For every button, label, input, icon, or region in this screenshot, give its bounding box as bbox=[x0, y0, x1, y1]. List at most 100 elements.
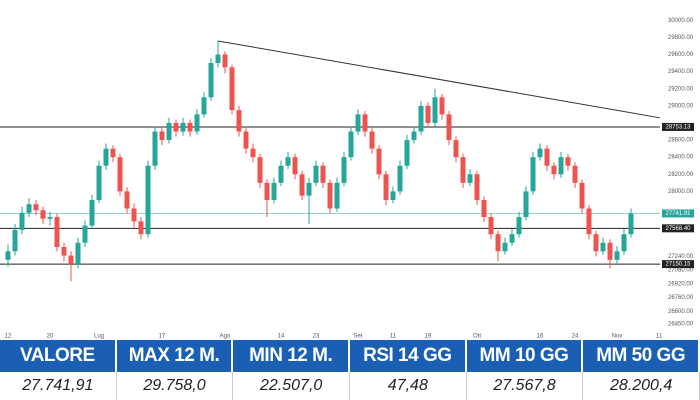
candle-body bbox=[299, 174, 305, 196]
value-cell: 27.741,91 bbox=[0, 372, 117, 400]
x-tick-label: 11 bbox=[656, 334, 663, 340]
candle-body bbox=[474, 174, 480, 200]
header-cell: MM 10 GG bbox=[466, 340, 584, 372]
candle-body bbox=[369, 131, 375, 149]
candle-body bbox=[138, 221, 144, 235]
value-cell: 29.758,0 bbox=[117, 372, 234, 400]
y-tick-label: 29000.00 bbox=[668, 103, 694, 109]
candle-body bbox=[103, 148, 109, 166]
candle-body bbox=[418, 105, 424, 132]
price-box bbox=[662, 122, 694, 131]
y-tick-label: 28400.00 bbox=[668, 155, 694, 161]
candle-body bbox=[348, 131, 354, 158]
x-tick-label: 23 bbox=[313, 334, 320, 340]
candle-body bbox=[327, 182, 333, 209]
y-tick-label: 28000.00 bbox=[668, 189, 694, 195]
candle-body bbox=[537, 148, 543, 158]
candle-body bbox=[243, 131, 249, 149]
candle-body bbox=[222, 54, 228, 68]
x-tick-label: 11 bbox=[390, 334, 397, 340]
x-tick-label: 12 bbox=[5, 334, 12, 340]
candle-body bbox=[607, 242, 613, 260]
candle-body bbox=[334, 182, 340, 209]
candle-body bbox=[404, 140, 410, 166]
price-label: 28753.13 bbox=[665, 125, 691, 131]
candle-body bbox=[82, 225, 88, 243]
candle-body bbox=[355, 114, 361, 132]
candle-body bbox=[383, 174, 389, 200]
y-tick-label: 27240.00 bbox=[668, 254, 694, 260]
candle-body bbox=[180, 122, 186, 132]
candle-body bbox=[173, 122, 179, 132]
x-tick-label: 24 bbox=[572, 334, 579, 340]
header-cell: MM 50 GG bbox=[583, 340, 700, 372]
candle-body bbox=[579, 182, 585, 209]
candle-body bbox=[600, 242, 606, 252]
y-tick-label: 26450.00 bbox=[668, 322, 694, 328]
candle-body bbox=[425, 105, 431, 123]
candle-body bbox=[236, 110, 242, 132]
candle-body bbox=[341, 157, 347, 183]
x-tick-label: 16 bbox=[537, 334, 544, 340]
x-tick-label: Lug bbox=[94, 334, 104, 340]
candle-body bbox=[621, 234, 627, 252]
candle-body bbox=[264, 182, 270, 200]
candle-body bbox=[166, 122, 172, 141]
value-cell: 28.200,4 bbox=[583, 372, 700, 400]
candle-body bbox=[201, 97, 207, 115]
candle-body bbox=[628, 213, 634, 235]
candle-body bbox=[411, 131, 417, 141]
x-tick-label: Ago bbox=[220, 334, 231, 340]
candle-body bbox=[5, 251, 11, 260]
candle-body bbox=[544, 148, 550, 166]
candle-body bbox=[89, 199, 95, 226]
candle-body bbox=[40, 210, 46, 219]
candle-body bbox=[47, 217, 53, 219]
price-label: 27568.40 bbox=[665, 226, 691, 232]
candle-body bbox=[432, 97, 438, 123]
candle-body bbox=[467, 174, 473, 183]
candle-body bbox=[229, 67, 235, 111]
y-tick-label: 26600.00 bbox=[668, 309, 694, 315]
trendline bbox=[217, 40, 661, 119]
candle-body bbox=[145, 165, 151, 235]
candle-body bbox=[194, 114, 200, 132]
y-tick-label: 27080.00 bbox=[668, 268, 694, 274]
candle-body bbox=[481, 199, 487, 218]
y-tick-label: 29200.00 bbox=[668, 86, 694, 92]
x-tick-label: 19 bbox=[425, 334, 432, 340]
x-tick-label: Nov bbox=[612, 334, 623, 340]
candle-body bbox=[551, 165, 557, 175]
candle-body bbox=[614, 251, 620, 260]
value-cell: 27.567,8 bbox=[467, 372, 584, 400]
price-box bbox=[662, 224, 694, 233]
x-tick-label: 14 bbox=[278, 334, 285, 340]
y-tick-label: 30000.00 bbox=[668, 18, 694, 24]
candle-body bbox=[54, 217, 60, 248]
candle-body bbox=[516, 217, 522, 235]
value-cell: 47,48 bbox=[350, 372, 467, 400]
candle-body bbox=[488, 217, 494, 235]
candle-body bbox=[68, 255, 74, 265]
y-tick-label: 26920.00 bbox=[668, 281, 694, 287]
candle-body bbox=[12, 229, 18, 252]
candle-body bbox=[110, 148, 116, 158]
candle-body bbox=[215, 54, 221, 64]
y-tick-label: 29600.00 bbox=[668, 52, 694, 58]
candle-body bbox=[124, 191, 130, 209]
candle-body bbox=[271, 182, 277, 200]
candle-body bbox=[586, 208, 592, 235]
candle-body bbox=[495, 234, 501, 252]
x-tick-label: 20 bbox=[47, 334, 54, 340]
candle-body bbox=[460, 157, 466, 183]
candle-body bbox=[257, 157, 263, 183]
header-cell: MAX 12 M. bbox=[116, 340, 234, 372]
x-tick-label: 17 bbox=[159, 334, 166, 340]
value-cell: 22.507,0 bbox=[233, 372, 350, 400]
candle-body bbox=[19, 212, 25, 230]
candle-body bbox=[362, 114, 368, 132]
candle-body bbox=[187, 122, 193, 132]
candle-body bbox=[75, 242, 81, 265]
header-cell: RSI 14 GG bbox=[349, 340, 467, 372]
